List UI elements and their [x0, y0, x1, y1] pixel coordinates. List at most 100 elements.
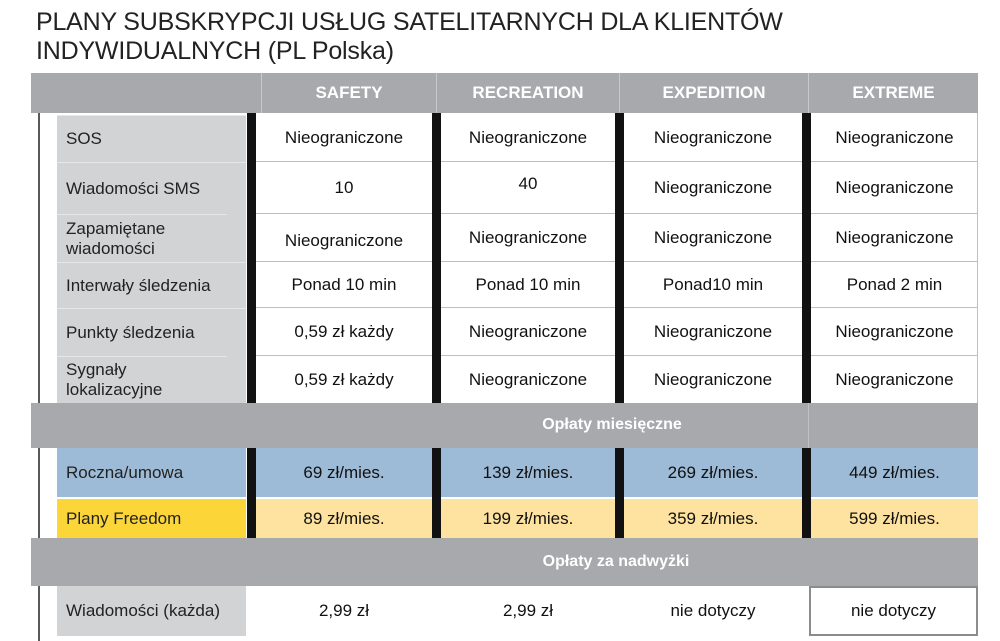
overage-text: nie dotyczy: [670, 601, 756, 620]
table-left-border: [38, 448, 40, 538]
value-cell: Ponad10 min: [624, 262, 802, 308]
overage-text: nie dotyczy: [850, 601, 937, 620]
page-title: PLANY SUBSKRYPCJI USŁUG SATELITARNYCH DL…: [36, 8, 936, 66]
overage-cell: nie dotyczy: [809, 586, 978, 636]
value-text: Nieograniczone: [835, 128, 954, 147]
price-text: 139 zł/mies.: [482, 462, 574, 482]
value-text: 10: [334, 177, 354, 197]
price-cell: 359 zł/mies.: [624, 499, 802, 538]
value-cell: Nieograniczone: [811, 214, 978, 262]
price-text: 69 zł/mies.: [303, 462, 385, 482]
feature-label-sos: SOS: [57, 115, 246, 162]
value-cell: Nieograniczone: [811, 115, 978, 162]
price-cell: 199 zł/mies.: [441, 499, 615, 538]
feature-label-interval: Interwały śledzenia: [57, 262, 246, 308]
value-text: Nieograniczone: [653, 227, 773, 247]
value-text: Nieograniczone: [284, 128, 404, 147]
value-text: Nieograniczone: [835, 369, 954, 389]
price-text: 449 zł/mies.: [849, 462, 940, 482]
title-line-1: PLANY SUBSKRYPCJI USŁUG SATELITARNYCH DL…: [36, 8, 783, 36]
column-separator: [802, 448, 811, 538]
value-text: Nieograniczone: [468, 227, 588, 247]
plan-header-expedition: EXPEDITION: [662, 83, 766, 102]
price-text: 269 zł/mies.: [667, 462, 759, 482]
header-divider: [619, 73, 620, 113]
value-text: Nieograniczone: [468, 369, 588, 389]
header-divider: [436, 73, 437, 113]
overage-cell: nie dotyczy: [624, 586, 802, 636]
value-cell: 0,59 zł każdy: [256, 308, 432, 356]
price-cell: 599 zł/mies.: [811, 499, 978, 538]
price-cell: 269 zł/mies.: [624, 448, 802, 497]
value-cell: Nieograniczone: [624, 162, 802, 214]
price-text: 359 zł/mies.: [667, 508, 759, 528]
column-separator: [432, 113, 441, 403]
value-cell: Ponad 2 min: [811, 262, 978, 308]
value-cell: 40: [441, 162, 615, 214]
value-text: Ponad10 min: [662, 274, 764, 294]
value-cell: 0,59 zł każdy: [256, 356, 432, 403]
value-cell: Nieograniczone: [811, 308, 978, 356]
label-column-fill: [227, 356, 246, 403]
value-text: Nieograniczone: [284, 230, 404, 250]
price-cell: 69 zł/mies.: [256, 448, 432, 497]
plan-header-recreation: RECREATION: [472, 83, 584, 102]
value-text: 0,59 zł każdy: [294, 321, 394, 341]
band-divider: [808, 403, 809, 448]
value-cell: Nieograniczone: [624, 115, 802, 162]
value-cell: Nieograniczone: [441, 115, 615, 162]
column-separator: [247, 113, 256, 403]
plan-header-extreme: EXTREME: [852, 83, 935, 102]
price-cell: 449 zł/mies.: [811, 448, 978, 497]
price-text: 599 zł/mies.: [849, 508, 940, 528]
value-text: Nieograniczone: [653, 177, 773, 197]
value-cell: Nieograniczone: [811, 162, 978, 214]
value-text: 40: [518, 173, 538, 193]
column-separator: [432, 448, 441, 538]
overage-fees-band: [31, 538, 978, 586]
monthly-fees-heading: Opłaty miesięczne: [542, 416, 682, 433]
overage-cell: 2,99 zł: [441, 586, 615, 636]
value-cell: Ponad 10 min: [441, 262, 615, 308]
feature-label-sms: Wiadomości SMS: [57, 162, 246, 214]
value-cell: Nieograniczone: [256, 115, 432, 162]
value-text: Ponad 10 min: [475, 274, 581, 294]
overage-text: 2,99 zł: [502, 601, 554, 620]
price-text: 89 zł/mies.: [303, 508, 385, 528]
value-cell: Nieograniczone: [441, 356, 615, 403]
column-separator: [615, 113, 624, 403]
value-cell: Nieograniczone: [811, 356, 978, 403]
price-cell: 139 zł/mies.: [441, 448, 615, 497]
price-cell: 89 zł/mies.: [256, 499, 432, 538]
header-divider: [808, 73, 809, 113]
feature-label-stored: Zapamiętane wiadomości: [57, 214, 227, 262]
value-cell: Ponad 10 min: [256, 262, 432, 308]
table-left-border: [38, 586, 40, 641]
value-text: Nieograniczone: [835, 177, 954, 197]
extreme-right-border: [977, 113, 978, 403]
header-divider: [261, 73, 262, 113]
plan-header-safety: SAFETY: [315, 83, 383, 102]
label-column-fill: [227, 214, 246, 262]
title-line-2: INDYWIDUALNYCH (PL Polska): [36, 37, 394, 65]
monthly-fees-band: [31, 403, 978, 448]
value-text: Nieograniczone: [468, 128, 588, 147]
plans-header-band: [31, 73, 978, 113]
column-separator: [247, 448, 256, 538]
value-text: 0,59 zł każdy: [294, 369, 394, 389]
value-cell: Nieograniczone: [441, 308, 615, 356]
value-text: Nieograniczone: [835, 227, 954, 247]
feature-label-points: Punkty śledzenia: [57, 308, 246, 356]
value-cell: Nieograniczone: [624, 356, 802, 403]
overage-fees-heading: Opłaty za nadwyżki: [542, 553, 690, 570]
value-text: Nieograniczone: [835, 321, 954, 341]
value-text: Nieograniczone: [653, 369, 773, 389]
monthly-label-annual: Roczna/umowa: [57, 448, 246, 497]
value-cell: Nieograniczone: [624, 308, 802, 356]
value-cell: Nieograniczone: [441, 214, 615, 262]
value-text: Nieograniczone: [653, 321, 773, 341]
column-separator: [615, 448, 624, 538]
feature-label-locate: Sygnały lokalizacyjne: [57, 356, 227, 403]
value-cell: Nieograniczone: [624, 214, 802, 262]
value-cell: Nieograniczone: [256, 214, 432, 262]
